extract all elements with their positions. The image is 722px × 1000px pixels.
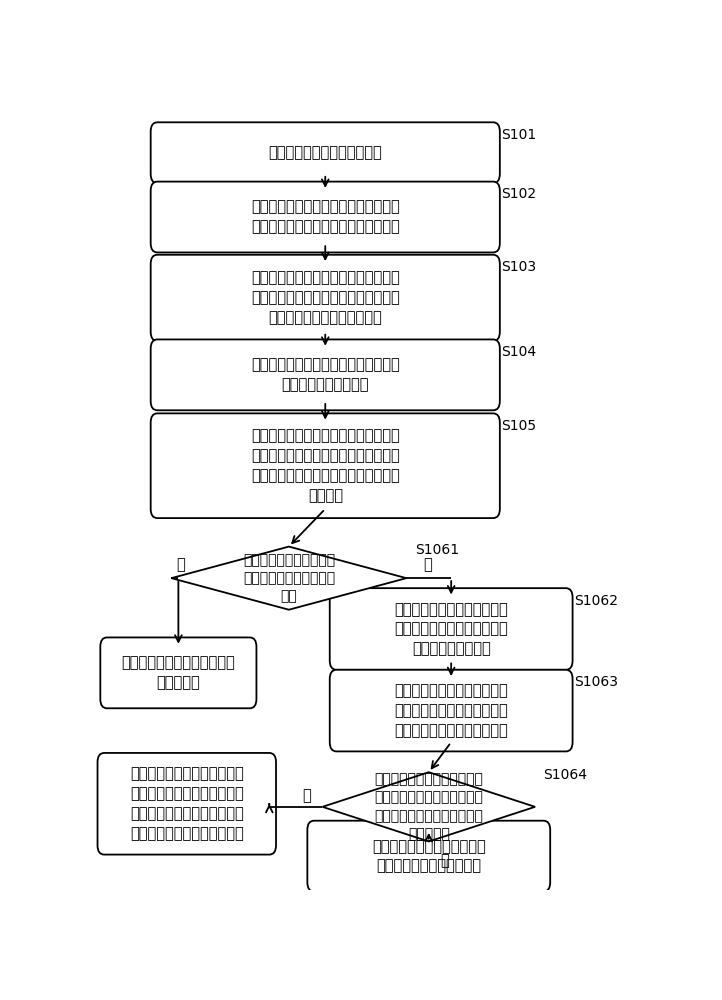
FancyBboxPatch shape [151, 122, 500, 183]
FancyBboxPatch shape [151, 413, 500, 518]
FancyBboxPatch shape [151, 255, 500, 341]
FancyBboxPatch shape [330, 588, 573, 670]
Text: 重新规划配送时间轴上相邻配
送时间段的两个用户配送地点
之间的第二运动路径: 重新规划配送时间轴上相邻配 送时间段的两个用户配送地点 之间的第二运动路径 [394, 602, 508, 656]
FancyBboxPatch shape [330, 670, 573, 751]
Text: S101: S101 [502, 128, 536, 142]
FancyBboxPatch shape [151, 182, 500, 252]
Text: 接收多个用户发送的配送信息: 接收多个用户发送的配送信息 [269, 145, 382, 160]
Text: S105: S105 [502, 419, 536, 433]
Text: 根据仓储机器人的运动速度与第一运动
路径预估得到仓储机器人从取货站点到
每个配送地点所需的送货时间: 根据仓储机器人的运动速度与第一运动 路径预估得到仓储机器人从取货站点到 每个配送… [251, 271, 400, 325]
Text: 短: 短 [303, 788, 311, 803]
Text: S104: S104 [502, 345, 536, 359]
Text: 根据第二运动路径预估从一个
用户的配送地点运动到相邻用
户的配送地点所需的运动时间: 根据第二运动路径预估从一个 用户的配送地点运动到相邻用 户的配送地点所需的运动时… [394, 683, 508, 738]
Text: 控制仓储机器人为预约配送时
间靠前的用户物品配送完成后
按照第二运动路径向预约配送
时间靠后的用户进行物品配送: 控制仓储机器人为预约配送时 间靠前的用户物品配送完成后 按照第二运动路径向预约配… [130, 767, 243, 841]
Text: 判断运动时间与配送时间轴上
相邻两个用户中预约配送时间
靠后用户的配送时间段未重叠
部分的长短: 判断运动时间与配送时间轴上 相邻两个用户中预约配送时间 靠后用户的配送时间段未重… [374, 772, 483, 841]
Text: 长: 长 [440, 853, 448, 868]
Text: 按照配送时间轴的先后顺序依
次进行配送: 按照配送时间轴的先后顺序依 次进行配送 [121, 655, 235, 690]
Text: 根据预约配送时间信息及送货信息得到
对应用户的配送时间段: 根据预约配送时间信息及送货信息得到 对应用户的配送时间段 [251, 357, 400, 392]
Text: 根据配送地点信息规划仓储机器人从取
货站点到每个配送地点的第一运动路径: 根据配送地点信息规划仓储机器人从取 货站点到每个配送地点的第一运动路径 [251, 200, 400, 234]
Text: S1064: S1064 [544, 768, 588, 782]
Polygon shape [171, 547, 406, 610]
FancyBboxPatch shape [100, 637, 256, 708]
Text: S102: S102 [502, 187, 536, 201]
FancyBboxPatch shape [151, 339, 500, 410]
Polygon shape [323, 772, 535, 841]
Text: 否: 否 [176, 557, 185, 572]
Text: S1063: S1063 [574, 675, 618, 689]
FancyBboxPatch shape [97, 753, 276, 855]
Text: 判断多个用户的配送时间
段在配送时间轴上是否有
重叠: 判断多个用户的配送时间 段在配送时间轴上是否有 重叠 [243, 553, 335, 604]
Text: S103: S103 [502, 260, 536, 274]
Text: 是: 是 [423, 557, 432, 572]
Text: 将多个用户的配送时间段进行先后排序
得到配送时间轴，控制仓储机器人按照
配送时间轴及配送地点配送对应用户的
配送物品: 将多个用户的配送时间段进行先后排序 得到配送时间轴，控制仓储机器人按照 配送时间… [251, 429, 400, 503]
Text: S1061: S1061 [414, 543, 459, 557]
FancyBboxPatch shape [308, 821, 550, 892]
Text: S1062: S1062 [574, 594, 618, 608]
Text: 控制不同的仓储机器人分别对
相邻两个用户进行物品配送: 控制不同的仓储机器人分别对 相邻两个用户进行物品配送 [372, 839, 486, 874]
